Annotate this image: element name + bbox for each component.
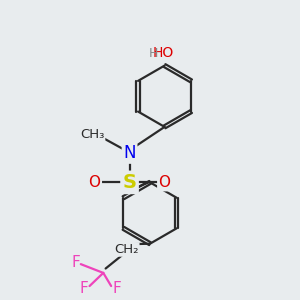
Text: O: O <box>159 175 171 190</box>
Text: S: S <box>123 173 136 192</box>
Text: CH₂: CH₂ <box>114 243 139 256</box>
Text: N: N <box>123 144 136 162</box>
Text: H: H <box>149 47 158 60</box>
Text: F: F <box>80 281 89 296</box>
Text: F: F <box>112 281 121 296</box>
Text: HO: HO <box>152 46 174 60</box>
Text: F: F <box>71 255 80 270</box>
Text: O: O <box>88 175 101 190</box>
Text: CH₃: CH₃ <box>80 128 105 141</box>
